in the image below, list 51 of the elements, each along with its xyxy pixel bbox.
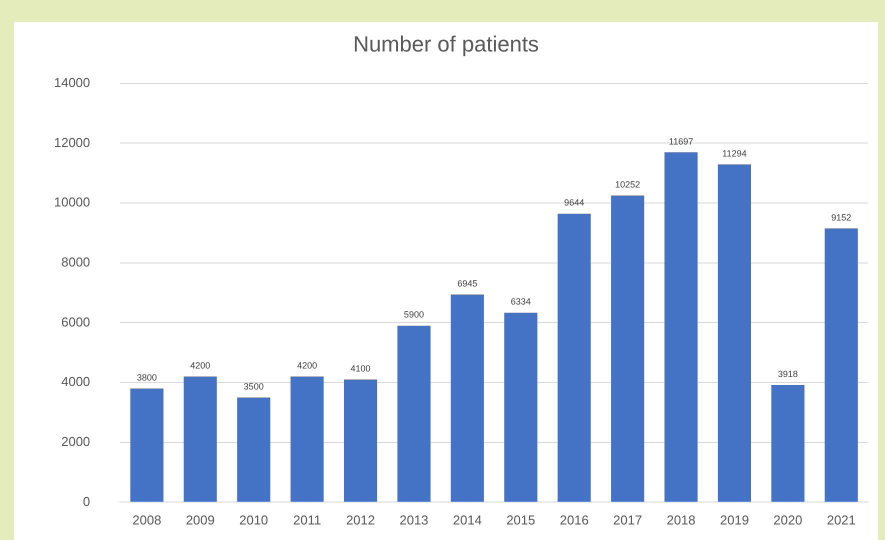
data-label: 11697 — [668, 136, 694, 146]
data-label: 9152 — [831, 212, 852, 222]
bar — [771, 384, 804, 502]
x-tick-label: 2014 — [452, 512, 482, 528]
x-tick-label: 2019 — [720, 512, 749, 528]
x-tick-label: 2013 — [399, 512, 428, 528]
bar — [718, 164, 752, 502]
data-label: 5900 — [404, 310, 424, 320]
bar — [611, 196, 644, 502]
bar — [558, 214, 591, 502]
x-tick-label: 2020 — [773, 512, 802, 528]
x-tick-label: 2008 — [132, 512, 162, 528]
x-tick-label: 2021 — [826, 512, 856, 528]
data-label: 4200 — [297, 360, 318, 371]
x-tick-label: 2010 — [239, 512, 268, 528]
data-label: 4100 — [350, 364, 371, 374]
data-label: 4200 — [190, 360, 210, 371]
x-tick-label: 2011 — [293, 512, 322, 528]
data-label: 9644 — [564, 198, 584, 208]
x-tick-label: 2016 — [560, 512, 589, 528]
y-tick-label: 10000 — [54, 194, 90, 210]
x-tick-label: 2017 — [613, 512, 642, 528]
data-label: 6334 — [510, 296, 531, 307]
bar — [397, 326, 431, 502]
bar — [504, 312, 538, 502]
data-label: 11294 — [722, 148, 747, 158]
bar — [290, 376, 324, 502]
y-tick-label: 6000 — [61, 314, 90, 330]
bar — [184, 376, 217, 502]
y-tick-label: 4000 — [61, 374, 90, 390]
data-label: 3918 — [778, 368, 798, 379]
y-tick-label: 14000 — [54, 74, 90, 90]
data-label: 3500 — [244, 381, 264, 392]
data-label: 3800 — [136, 372, 157, 383]
y-tick-label: 0 — [82, 494, 90, 509]
chart-title: Number of patients — [353, 31, 539, 56]
x-tick-label: 2018 — [666, 512, 696, 528]
y-tick-label: 12000 — [54, 134, 90, 150]
bar — [130, 388, 164, 502]
y-tick-label: 2000 — [61, 434, 90, 449]
y-tick-label: 8000 — [61, 254, 90, 270]
x-tick-label: 2012 — [346, 512, 375, 528]
bar — [824, 228, 858, 502]
bar — [664, 152, 698, 502]
bar — [450, 294, 484, 502]
bar — [237, 398, 270, 502]
bar — [344, 380, 378, 502]
x-tick-label: 2015 — [506, 512, 536, 528]
x-tick-label: 2009 — [186, 512, 215, 528]
data-label: 6945 — [457, 278, 478, 288]
data-label: 10252 — [615, 180, 640, 190]
